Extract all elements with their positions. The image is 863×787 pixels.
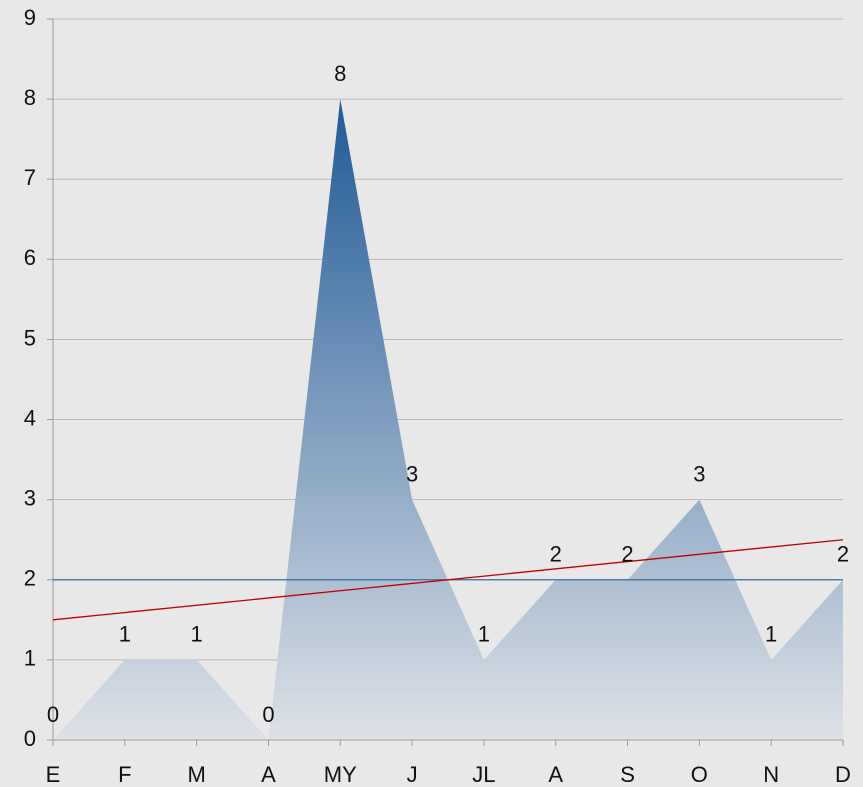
data-label: 1 xyxy=(191,622,203,647)
data-label: 3 xyxy=(406,461,418,486)
data-label: 3 xyxy=(693,461,705,486)
x-tick-label: A xyxy=(548,762,563,787)
y-tick-label: 4 xyxy=(24,405,36,430)
x-tick-label: JL xyxy=(472,762,495,787)
y-tick-label: 2 xyxy=(24,566,36,591)
y-tick-label: 3 xyxy=(24,485,36,510)
x-tick-label: N xyxy=(763,762,779,787)
y-tick-label: 8 xyxy=(24,85,36,110)
x-tick-label: O xyxy=(691,762,708,787)
x-tick-label: J xyxy=(407,762,418,787)
x-tick-label: E xyxy=(46,762,61,787)
x-tick-label: M xyxy=(187,762,205,787)
y-tick-label: 6 xyxy=(24,245,36,270)
y-tick-label: 0 xyxy=(24,726,36,751)
data-label: 2 xyxy=(621,542,633,567)
y-tick-label: 9 xyxy=(24,5,36,30)
x-tick-label: A xyxy=(261,762,276,787)
data-label: 2 xyxy=(837,542,849,567)
x-tick-label: D xyxy=(835,762,851,787)
x-tick-label: S xyxy=(620,762,635,787)
y-tick-label: 5 xyxy=(24,325,36,350)
x-tick-label: MY xyxy=(324,762,357,787)
data-label: 0 xyxy=(47,702,59,727)
data-label: 1 xyxy=(119,622,131,647)
y-tick-label: 7 xyxy=(24,165,36,190)
data-label: 1 xyxy=(765,622,777,647)
y-tick-label: 1 xyxy=(24,646,36,671)
trend-line xyxy=(52,539,844,621)
data-label: 2 xyxy=(550,542,562,567)
data-label: 8 xyxy=(334,61,346,86)
data-label: 1 xyxy=(478,622,490,647)
x-tick-label: F xyxy=(118,762,131,787)
data-label: 0 xyxy=(262,702,274,727)
